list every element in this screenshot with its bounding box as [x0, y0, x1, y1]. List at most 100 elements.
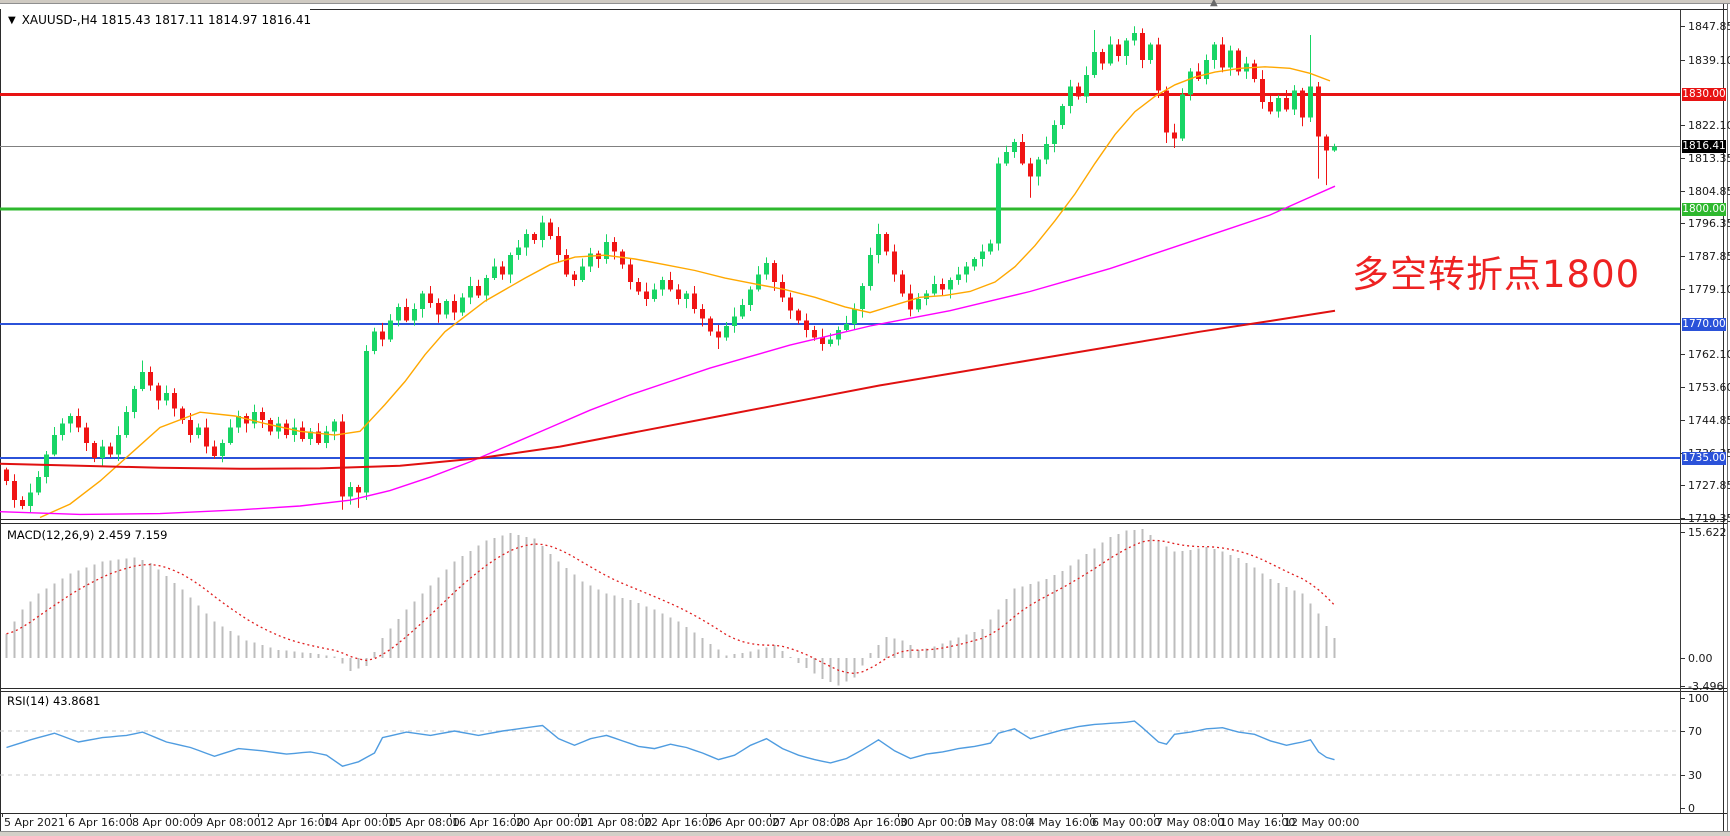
- price-chart-pane[interactable]: [0, 10, 1680, 519]
- candle-body: [388, 320, 393, 340]
- candle-body: [356, 486, 361, 493]
- price-axis-tick-label: 1787.85: [1688, 250, 1730, 263]
- candle-body: [284, 423, 289, 436]
- time-axis-label: 16 Apr 16:00: [452, 816, 524, 829]
- candle-body: [1276, 98, 1281, 112]
- candle-body: [1140, 33, 1145, 60]
- candle-body: [876, 234, 881, 256]
- chart-annotation-text[interactable]: 多空转折点1800: [1352, 253, 1641, 296]
- candle-body: [228, 427, 233, 443]
- candle-body: [1092, 52, 1097, 76]
- macd-histogram-bar: [765, 647, 768, 658]
- candle-body: [1292, 90, 1297, 110]
- candle-body: [380, 331, 385, 340]
- macd-histogram-bar: [541, 546, 544, 658]
- candle-body: [700, 308, 705, 319]
- macd-histogram-bar: [653, 609, 656, 658]
- macd-histogram-bar: [445, 569, 448, 658]
- time-axis-tick-mark: [706, 813, 707, 817]
- time-axis-tick-mark: [770, 813, 771, 817]
- candle-body: [1260, 79, 1265, 103]
- candle-body: [588, 253, 593, 267]
- rsi-pane[interactable]: [0, 691, 1680, 813]
- macd-histogram-bar: [973, 631, 976, 658]
- macd-histogram-bar: [1301, 593, 1304, 658]
- macd-histogram-bar: [157, 569, 160, 658]
- price-axis-tick-label-tick: [1680, 518, 1685, 519]
- macd-histogram-bar: [1093, 548, 1096, 658]
- macd-histogram-bar: [917, 649, 920, 658]
- candle-body: [860, 285, 865, 309]
- macd-histogram-bar: [1005, 599, 1008, 658]
- rsi-line[interactable]: [6, 720, 1335, 767]
- candle-body: [92, 442, 97, 459]
- time-axis-tick-mark: [450, 813, 451, 817]
- macd-histogram-bar: [525, 536, 528, 658]
- candle-body: [1108, 44, 1113, 64]
- macd-axis-tick-label: 0.00: [1688, 652, 1713, 665]
- macd-histogram-bar: [1309, 603, 1312, 658]
- macd-histogram-bar: [165, 576, 168, 658]
- macd-histogram-bar: [845, 658, 848, 682]
- candle-body: [420, 293, 425, 309]
- macd-histogram-bar: [85, 567, 88, 658]
- time-axis-label: 10 May 16:00: [1220, 816, 1296, 829]
- candle-body: [12, 481, 17, 501]
- macd-histogram-bar: [29, 601, 32, 658]
- candle-body: [668, 280, 673, 290]
- macd-histogram-bar: [349, 658, 352, 671]
- candle-body: [932, 283, 937, 294]
- macd-histogram-bar: [997, 609, 1000, 658]
- candle-body: [476, 285, 481, 296]
- macd-axis-tick-label: -3.496: [1688, 680, 1724, 693]
- time-axis-label: 22 Apr 16:00: [644, 816, 716, 829]
- macd-histogram-bar: [557, 561, 560, 658]
- candle-body: [340, 421, 345, 497]
- macd-histogram-bar: [1325, 625, 1328, 658]
- macd-histogram-bar: [1133, 529, 1136, 658]
- candle-body: [508, 255, 513, 275]
- macd-histogram-bar: [1237, 558, 1240, 658]
- candle-body: [1004, 151, 1009, 164]
- ma-mid-magenta[interactable]: [0, 185, 1336, 516]
- candle-body: [140, 371, 145, 390]
- time-axis-tick-mark: [1090, 813, 1091, 817]
- candle-body: [460, 297, 465, 313]
- macd-histogram-bar: [981, 628, 984, 658]
- rsi-axis-tick-label-tick: [1680, 698, 1685, 699]
- price-axis-line: [1680, 10, 1681, 813]
- macd-histogram-bar: [517, 534, 520, 658]
- macd-histogram-bar: [533, 538, 536, 658]
- candle-body: [484, 278, 489, 296]
- macd-histogram-bar: [677, 621, 680, 658]
- macd-label: MACD(12,26,9) 2.459 7.159: [7, 528, 168, 542]
- macd-histogram-bar: [61, 578, 64, 658]
- macd-histogram-bar: [437, 577, 440, 658]
- candle-body: [164, 393, 169, 401]
- macd-histogram-bar: [709, 643, 712, 658]
- ma-fast-orange[interactable]: [39, 66, 1331, 519]
- price-axis-tick-label: 1779.10: [1688, 283, 1730, 296]
- macd-histogram-bar: [333, 656, 336, 658]
- macd-histogram-bar: [77, 570, 80, 658]
- macd-pane[interactable]: [0, 523, 1680, 688]
- macd-signal-line[interactable]: [6, 539, 1335, 675]
- macd-histogram-bar: [101, 561, 104, 658]
- candle-body: [1188, 71, 1193, 95]
- rsi-axis-tick-label: 30: [1688, 769, 1702, 782]
- candle-body: [1124, 40, 1129, 57]
- macd-pane-bottom-border: [0, 688, 1727, 689]
- macd-histogram-bar: [453, 561, 456, 658]
- time-axis-tick-mark: [386, 813, 387, 817]
- macd-histogram-bar: [1269, 579, 1272, 658]
- candle-body: [612, 241, 617, 252]
- chart-window-left-border: [0, 9, 1, 831]
- candle-body: [1308, 86, 1313, 118]
- candle-body: [60, 423, 65, 436]
- candle-body: [564, 255, 569, 275]
- candle-body: [36, 477, 41, 493]
- macd-histogram-bar: [837, 658, 840, 686]
- chevron-down-icon[interactable]: ▼: [8, 14, 16, 26]
- ma-slow-red[interactable]: [0, 309, 1336, 470]
- macd-histogram-bar: [389, 628, 392, 658]
